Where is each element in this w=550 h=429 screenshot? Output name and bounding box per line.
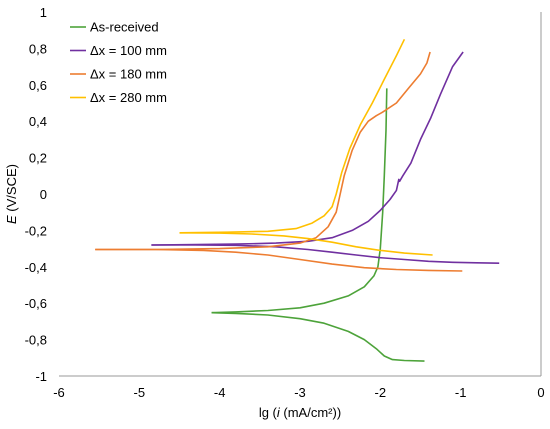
y-tick-label: 0,4 — [29, 114, 47, 129]
legend-label: Δx = 280 mm — [90, 90, 167, 105]
series-line-1-branch-2 — [211, 311, 425, 362]
series-line-1-branch-1 — [211, 88, 388, 314]
x-axis-title-part-1: lg ( — [259, 405, 278, 420]
x-tick-label: -3 — [294, 385, 306, 400]
x-tick-label: -6 — [53, 385, 65, 400]
y-tick-label: 0,2 — [29, 151, 47, 166]
y-axis-title-part-1: E — [4, 215, 19, 224]
y-tick-label: -1 — [35, 369, 47, 384]
y-axis-title: E (V/SCE) — [4, 164, 19, 224]
x-tick-labels: -6 -5 -4 -3 -2 -1 0 — [53, 385, 544, 400]
y-tick-labels: 1 0,8 0,6 0,4 0,2 0 -0,2 -0,4 -0,6 -0,8 -1 — [25, 5, 47, 384]
x-tick-label: -2 — [375, 385, 387, 400]
x-axis-title-part-2: i — [277, 405, 281, 420]
legend-label: Δx = 180 mm — [90, 67, 167, 82]
series-lines — [95, 38, 500, 362]
y-tick-label: 1 — [40, 5, 47, 20]
y-tick-label: 0,6 — [29, 78, 47, 93]
series-line-4-branch-1 — [179, 38, 406, 234]
x-tick-label: -1 — [455, 385, 467, 400]
y-tick-label: 0 — [40, 187, 47, 202]
series-line-2-branch-1 — [151, 51, 464, 246]
x-tick-label: 0 — [537, 385, 544, 400]
x-axis-title: lg (i (mA/cm²)) — [259, 405, 341, 420]
legend-label: Δx = 100 mm — [90, 43, 167, 58]
x-tick-label: -4 — [214, 385, 226, 400]
x-tick-label: -5 — [134, 385, 146, 400]
y-tick-label: -0,2 — [25, 223, 47, 238]
legend: As-received Δx = 100 mm Δx = 180 mm Δx = 28… — [70, 20, 167, 105]
y-axis-title-part-2: (V/SCE) — [4, 164, 19, 215]
y-tick-label: -0,8 — [25, 333, 47, 348]
y-tick-label: 0,8 — [29, 41, 47, 56]
y-tick-label: -0,4 — [25, 260, 47, 275]
x-axis-title-part-3: (mA/cm²)) — [280, 405, 341, 420]
series-line-4-branch-2 — [179, 232, 433, 256]
series-line-2-branch-2 — [151, 244, 500, 264]
series-line-3-branch-1 — [95, 51, 431, 251]
series-line-3-branch-2 — [95, 248, 463, 272]
y-tick-label: -0,6 — [25, 296, 47, 311]
legend-label: As-received — [90, 20, 159, 35]
